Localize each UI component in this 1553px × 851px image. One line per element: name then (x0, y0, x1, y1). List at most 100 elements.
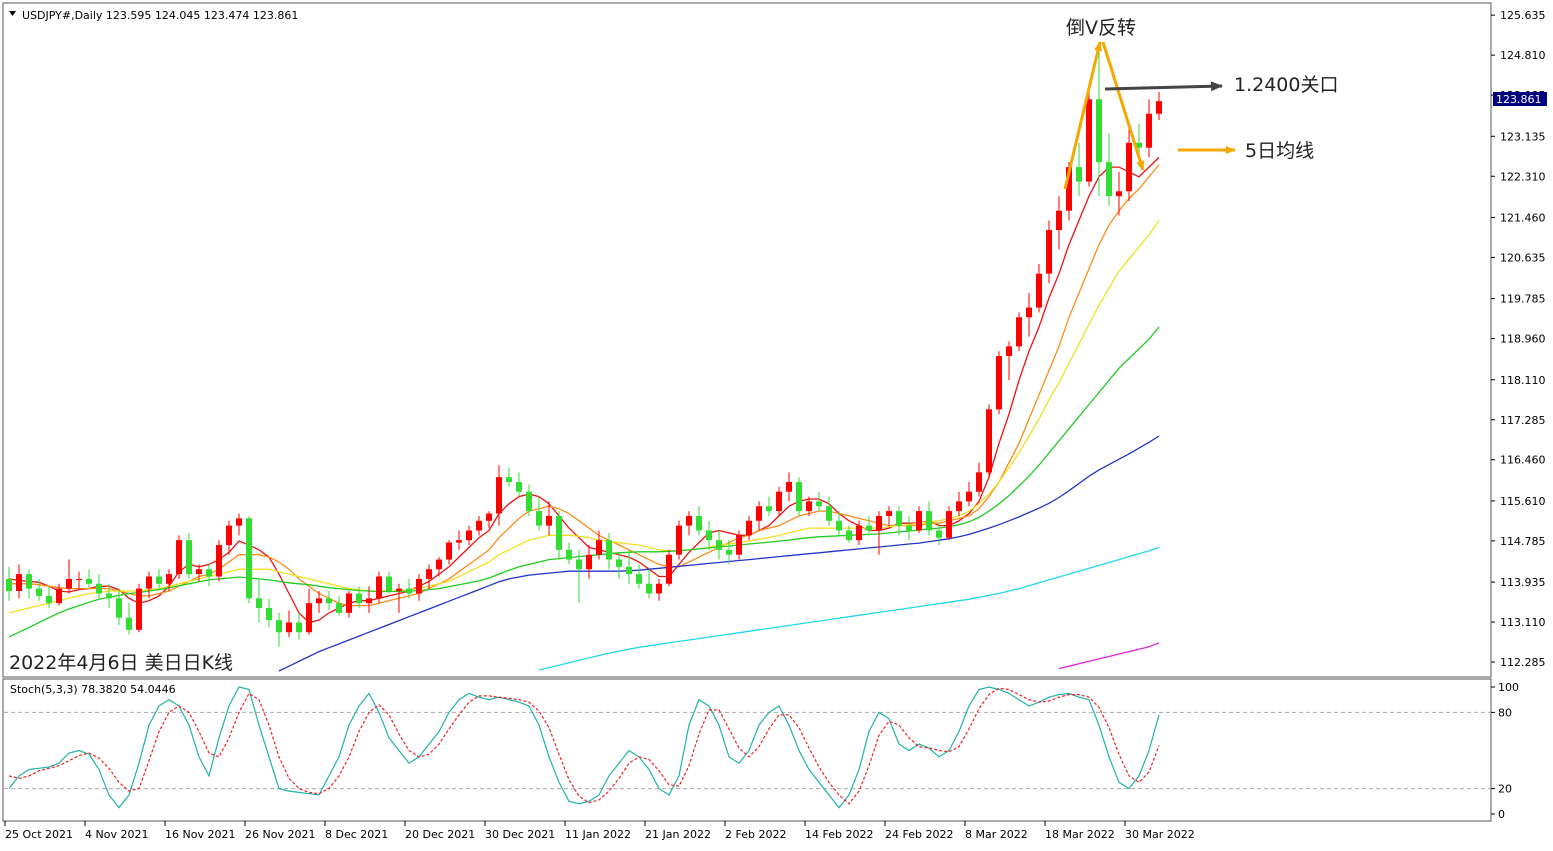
price-tick-label: 123.135 (1500, 130, 1546, 143)
bull-candle (666, 554, 672, 584)
bull-candle (1126, 142, 1132, 192)
bull-candle (1036, 273, 1042, 308)
ma5-annotation: 5日均线 (1245, 140, 1314, 162)
bear-candle (816, 501, 822, 507)
bull-candle (486, 513, 492, 521)
moving-averages (8, 156, 1160, 672)
bear-candle (266, 608, 272, 621)
time-tick-label: 25 Oct 2021 (5, 828, 73, 841)
bull-candle (1066, 167, 1072, 211)
bull-candle (1046, 230, 1052, 274)
bull-candle (316, 598, 322, 604)
bull-candle (786, 482, 792, 492)
time-tick-label: 8 Dec 2021 (325, 828, 388, 841)
bull-candle (986, 409, 992, 473)
price-tick-label: 113.110 (1500, 616, 1546, 629)
bear-candle (246, 518, 252, 599)
bull-candle (426, 569, 432, 579)
bull-candle (756, 506, 762, 521)
bull-candle (76, 578, 82, 580)
bear-candle (606, 540, 612, 560)
bear-candle (356, 593, 362, 604)
current-price-label: 123.861 (1496, 93, 1542, 106)
bull-candle (1026, 307, 1032, 318)
stoch-label: Stoch(5,3,3) 78.3820 54.0446 (10, 683, 176, 696)
bull-candle (736, 535, 742, 555)
bull-candle (466, 530, 472, 541)
stoch-tick-label: 0 (1498, 808, 1505, 821)
ma-line-ma20 (8, 220, 1160, 614)
bull-candle (686, 515, 692, 526)
bear-candle (726, 549, 732, 555)
stoch-panel-frame (2, 678, 1492, 822)
bull-candle (1006, 346, 1012, 357)
stochastic-indicator: 100 80 20 0 (4, 681, 1519, 821)
bear-candle (106, 593, 112, 599)
bear-candle (516, 482, 522, 492)
bull-candle (876, 515, 882, 531)
bear-candle (926, 511, 932, 531)
price-tick-label: 115.610 (1500, 495, 1546, 508)
bear-candle (406, 588, 412, 594)
bull-candle (146, 576, 152, 589)
bear-candle (716, 540, 722, 550)
bull-candle (196, 569, 202, 575)
bear-candle (6, 578, 12, 592)
price-tick-label: 125.635 (1500, 9, 1546, 22)
stoch-tick-label: 20 (1498, 783, 1512, 796)
bull-candle (416, 578, 422, 594)
time-tick-label: 4 Nov 2021 (85, 828, 148, 841)
bull-candle (776, 491, 782, 512)
bear-candle (116, 598, 122, 618)
bear-candle (526, 491, 532, 512)
bull-candle (396, 588, 402, 592)
bear-candle (296, 622, 302, 633)
bull-candle (856, 525, 862, 541)
bear-candle (1096, 99, 1102, 163)
bear-candle (896, 511, 902, 526)
time-tick-label: 2 Feb 2022 (725, 828, 786, 841)
dropdown-triangle-icon[interactable] (9, 11, 16, 16)
bull-candle (886, 511, 892, 516)
time-tick-label: 14 Feb 2022 (805, 828, 873, 841)
stoch-signal-line (8, 687, 1160, 805)
bull-candle (656, 583, 662, 594)
bear-candle (206, 569, 212, 577)
bear-candle (936, 530, 942, 538)
current-price-tag (1493, 92, 1547, 106)
time-tick-label: 8 Mar 2022 (965, 828, 1028, 841)
bear-candle (536, 511, 542, 526)
reversal-down-arrow (1101, 41, 1145, 171)
ma-line-ma5 (8, 156, 1160, 624)
time-tick-label: 11 Jan 2022 (565, 828, 631, 841)
price-tick-label: 119.785 (1500, 293, 1546, 306)
bear-candle (696, 515, 702, 531)
time-tick-label: 18 Mar 2022 (1045, 828, 1115, 841)
bear-candle (706, 530, 712, 541)
time-tick-label: 26 Nov 2021 (245, 828, 315, 841)
time-tick-label: 21 Jan 2022 (645, 828, 711, 841)
time-tick-label: 16 Nov 2021 (165, 828, 235, 841)
bull-candle (746, 520, 752, 536)
bear-candle (36, 588, 42, 596)
bull-candle (956, 501, 962, 512)
bull-candle (596, 540, 602, 555)
bull-candle (16, 574, 22, 592)
chart-caption: 2022年4月6日 美日日K线 (9, 652, 233, 674)
bear-candle (626, 566, 632, 575)
bull-candle (56, 588, 62, 604)
bear-candle (186, 540, 192, 575)
stoch-tick-label: 80 (1498, 706, 1512, 719)
bear-candle (1076, 167, 1082, 182)
time-tick-label: 24 Feb 2022 (885, 828, 953, 841)
bull-candle (166, 574, 172, 584)
bull-candle (496, 477, 502, 514)
bull-candle (546, 515, 552, 526)
bull-candle (286, 622, 292, 633)
time-tick-label: 20 Dec 2021 (405, 828, 475, 841)
bull-candle (946, 511, 952, 538)
bull-candle (346, 593, 352, 613)
bear-candle (1136, 142, 1142, 148)
time-axis: 25 Oct 2021 4 Nov 2021 16 Nov 2021 26 Nov 2… (4, 821, 1195, 841)
ma-line-ma10 (9, 164, 1160, 607)
